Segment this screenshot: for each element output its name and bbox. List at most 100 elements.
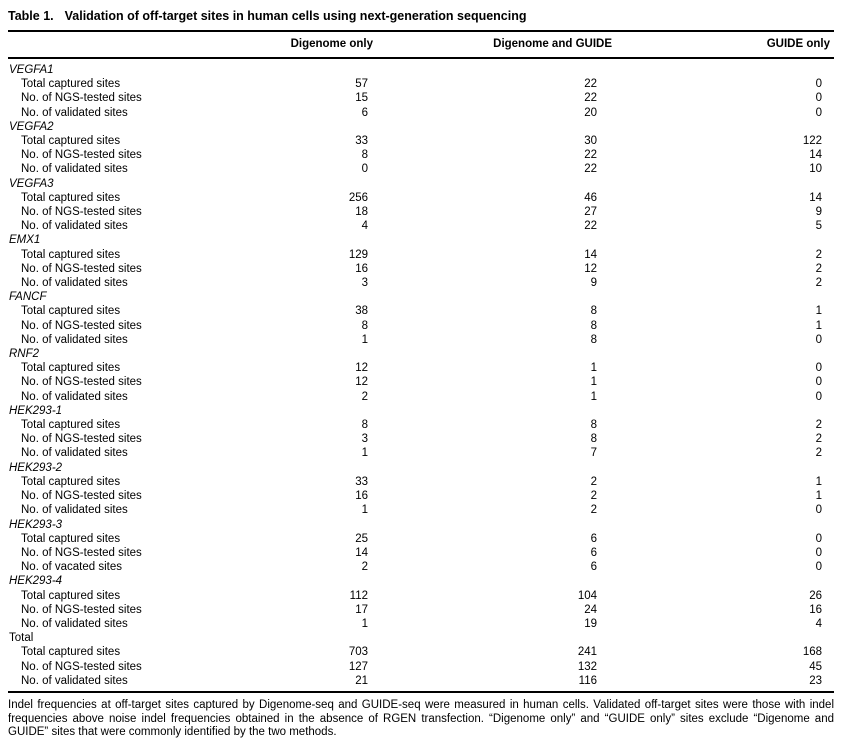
value-guide-only: 2 [815, 277, 822, 290]
group-name: HEK293-4 [9, 575, 63, 588]
value-guide-only: 14 [809, 149, 822, 162]
value-digenome-only: 17 [355, 603, 368, 616]
table-row: No. of NGS-tested sites 15 22 0 [8, 91, 834, 105]
table-row: No. of NGS-tested sites 12 1 0 [8, 375, 834, 389]
table-row: No. of NGS-tested sites 17 24 16 [8, 603, 834, 617]
row-label: Total captured sites [21, 305, 121, 318]
table-row: No. of NGS-tested sites 18 27 9 [8, 205, 834, 219]
value-guide-only: 122 [802, 135, 822, 148]
empty-cell [612, 290, 834, 304]
value-digenome-only: 2 [361, 390, 368, 403]
empty-cell [208, 347, 373, 361]
value-digenome-and-guide: 19 [584, 617, 597, 630]
table-row: Total captured sites 25 6 0 [8, 532, 834, 546]
group-name: EMX1 [9, 234, 41, 247]
value-digenome-and-guide: 1 [590, 362, 597, 375]
value-guide-only: 0 [815, 362, 822, 375]
value-digenome-only: 129 [348, 248, 368, 261]
value-digenome-only: 16 [355, 490, 368, 503]
value-digenome-only: 8 [361, 319, 368, 332]
group-row: VEGFA2 [8, 120, 834, 134]
table-row: No. of NGS-tested sites 16 2 1 [8, 489, 834, 503]
value-guide-only: 1 [815, 475, 822, 488]
row-label: No. of NGS-tested sites [21, 149, 142, 162]
empty-cell [373, 574, 612, 588]
value-guide-only: 14 [809, 191, 822, 204]
group-row: FANCF [8, 290, 834, 304]
empty-cell [373, 177, 612, 191]
table-row: No. of NGS-tested sites 127 132 45 [8, 660, 834, 674]
row-label: No. of validated sites [21, 106, 128, 119]
empty-cell [373, 404, 612, 418]
value-digenome-and-guide: 6 [590, 546, 597, 559]
group-name: VEGFA3 [9, 177, 54, 190]
value-digenome-and-guide: 22 [584, 78, 597, 91]
group-row: RNF2 [8, 347, 834, 361]
value-guide-only: 0 [815, 561, 822, 574]
value-digenome-and-guide: 46 [584, 191, 597, 204]
value-digenome-and-guide: 6 [590, 561, 597, 574]
column-header-guide-only: GUIDE only [766, 38, 830, 50]
value-digenome-and-guide: 2 [590, 475, 597, 488]
row-label: No. of validated sites [21, 220, 128, 233]
table-label: Table 1. [8, 9, 54, 23]
value-digenome-and-guide: 2 [590, 490, 597, 503]
value-guide-only: 2 [815, 248, 822, 261]
table-row: Total captured sites 33 30 122 [8, 134, 834, 148]
value-digenome-and-guide: 22 [584, 92, 597, 105]
group-name: HEK293-1 [9, 404, 63, 417]
empty-cell [208, 518, 373, 532]
value-digenome-only: 21 [355, 674, 368, 687]
group-row: HEK293-1 [8, 404, 834, 418]
empty-cell [373, 63, 612, 77]
empty-cell [612, 347, 834, 361]
empty-cell [612, 461, 834, 475]
row-label: No. of validated sites [21, 390, 128, 403]
value-digenome-and-guide: 116 [578, 674, 597, 687]
table-row: No. of NGS-tested sites 8 22 14 [8, 148, 834, 162]
table-row: No. of NGS-tested sites 14 6 0 [8, 546, 834, 560]
group-row: EMX1 [8, 233, 834, 247]
value-guide-only: 1 [815, 319, 822, 332]
value-digenome-only: 1 [361, 504, 368, 517]
row-label: No. of NGS-tested sites [21, 603, 142, 616]
value-digenome-and-guide: 14 [584, 248, 597, 261]
empty-cell [208, 631, 373, 645]
group-row: HEK293-2 [8, 461, 834, 475]
value-guide-only: 2 [815, 419, 822, 432]
group-name: FANCF [9, 291, 47, 304]
row-label: Total captured sites [21, 78, 121, 91]
value-guide-only: 16 [809, 603, 822, 616]
value-digenome-and-guide: 6 [590, 532, 597, 545]
value-guide-only: 0 [815, 546, 822, 559]
row-label: No. of NGS-tested sites [21, 92, 142, 105]
value-guide-only: 1 [815, 490, 822, 503]
row-label: No. of NGS-tested sites [21, 490, 142, 503]
table-row: No. of validated sites 0 22 10 [8, 162, 834, 176]
value-digenome-and-guide: 22 [584, 220, 597, 233]
value-digenome-and-guide: 8 [590, 433, 597, 446]
value-digenome-only: 33 [355, 475, 368, 488]
group-name: VEGFA1 [9, 64, 54, 76]
table-row: No. of validated sites 2 1 0 [8, 390, 834, 404]
row-label: No. of NGS-tested sites [21, 262, 142, 275]
empty-cell [208, 177, 373, 191]
row-label: No. of NGS-tested sites [21, 319, 142, 332]
value-guide-only: 45 [809, 660, 822, 673]
value-digenome-only: 38 [355, 305, 368, 318]
value-digenome-only: 1 [361, 447, 368, 460]
empty-cell [373, 120, 612, 134]
table-row: Total captured sites 703 241 168 [8, 645, 834, 659]
value-guide-only: 9 [815, 206, 822, 219]
group-row: VEGFA1 [8, 63, 834, 77]
value-digenome-and-guide: 8 [590, 333, 597, 346]
row-label: Total captured sites [21, 589, 121, 602]
group-row: VEGFA3 [8, 177, 834, 191]
value-guide-only: 4 [815, 617, 822, 630]
table-row: Total captured sites 57 22 0 [8, 77, 834, 91]
group-name: HEK293-3 [9, 518, 63, 531]
empty-cell [612, 63, 834, 77]
value-digenome-and-guide: 8 [590, 319, 597, 332]
empty-cell [612, 518, 834, 532]
